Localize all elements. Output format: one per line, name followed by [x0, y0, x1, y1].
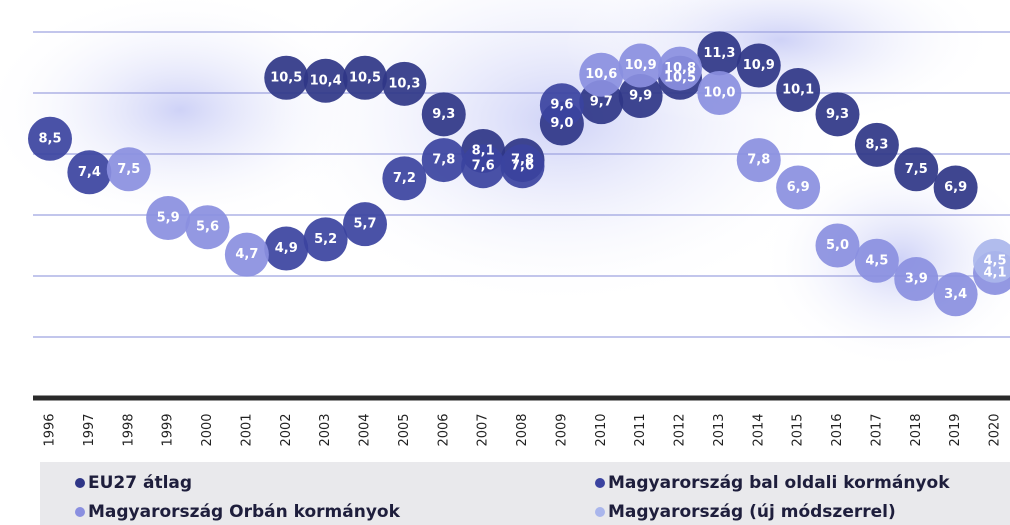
x-tick-label: 2007: [476, 413, 491, 446]
x-tick-label: 2009: [554, 413, 569, 446]
x-tick-label: 2008: [515, 413, 530, 446]
x-tick-label: 2003: [318, 413, 333, 446]
value-label: 11,3: [703, 46, 735, 61]
value-label: 10,5: [349, 70, 381, 85]
background-decor: [0, 0, 1010, 370]
x-tick-label: 2014: [751, 413, 766, 446]
value-label: 10,3: [388, 76, 420, 91]
value-label: 10,6: [585, 67, 617, 82]
x-tick-label: 2018: [909, 413, 924, 446]
x-tick-label: 1997: [82, 413, 97, 446]
value-label: 7,8: [432, 153, 455, 168]
value-label: 10,5: [270, 70, 302, 85]
x-tick-label: 2017: [869, 413, 884, 446]
value-label: 3,9: [905, 272, 928, 287]
value-label: 7,2: [393, 171, 416, 186]
value-label: 10,9: [625, 58, 657, 73]
x-tick-label: 2012: [673, 413, 688, 446]
value-label: 7,5: [117, 162, 140, 177]
value-label: 3,4: [944, 287, 967, 302]
legend-label: Magyarország (új módszerrel): [608, 502, 896, 522]
value-label: 6,9: [944, 180, 967, 195]
value-label: 10,1: [782, 82, 814, 97]
x-tick-label: 1999: [161, 413, 176, 446]
x-tick-label: 2005: [397, 413, 412, 446]
x-tick-label: 2016: [830, 413, 845, 446]
x-tick-label: 2004: [358, 413, 373, 446]
value-label: 9,3: [432, 107, 455, 122]
x-tick-label: 2010: [594, 413, 609, 446]
value-label: 4,5: [865, 253, 888, 268]
legend-marker: [595, 507, 605, 517]
value-label: 5,9: [157, 211, 180, 226]
value-label: 9,0: [550, 116, 573, 131]
value-label: 10,9: [743, 58, 775, 73]
legend-label: EU27 átlag: [88, 473, 192, 493]
value-label: 7,5: [905, 162, 928, 177]
value-label: 7,6: [472, 159, 495, 174]
x-tick-label: 2006: [436, 413, 451, 446]
value-label: 5,2: [314, 232, 337, 247]
value-label: 5,6: [196, 220, 219, 235]
x-tick-label: 2011: [633, 413, 648, 446]
value-label: 8,1: [472, 143, 495, 158]
value-label: 4,7: [235, 247, 258, 262]
value-label: 9,7: [590, 95, 613, 110]
value-label: 10,0: [703, 86, 735, 101]
value-label: 9,6: [550, 98, 573, 113]
value-label: 4,9: [275, 241, 298, 256]
x-tick-label: 2019: [948, 413, 963, 446]
value-label: 10,4: [310, 73, 342, 88]
x-tick-label: 2013: [712, 413, 727, 446]
legend-label: Magyarország bal oldali kormányok: [608, 473, 950, 493]
x-tick-label: 1996: [43, 413, 58, 446]
legend-marker: [595, 478, 605, 488]
value-label: 9,3: [826, 107, 849, 122]
legend-marker: [75, 478, 85, 488]
value-label: 5,7: [353, 217, 376, 232]
value-label: 9,9: [629, 89, 652, 104]
value-label: 8,5: [38, 131, 61, 146]
value-label: 4,5: [983, 253, 1006, 268]
x-tick-label: 2000: [200, 413, 215, 446]
value-label: 7,8: [747, 153, 770, 168]
value-label: 8,3: [865, 137, 888, 152]
value-label: 7,6: [511, 159, 534, 174]
legend-label: Magyarország Orbán kormányok: [88, 502, 401, 522]
value-label: 5,0: [826, 238, 849, 253]
value-label: 7,4: [78, 165, 101, 180]
x-tick-label: 2020: [988, 413, 1003, 446]
value-label: 10,8: [664, 61, 696, 76]
x-tick-label: 1998: [121, 413, 136, 446]
x-tick-label: 2001: [239, 413, 254, 446]
legend-marker: [75, 507, 85, 517]
chart: 1996 1997 1998 1999 2000 2001 2002 2003 2004 2005…: [0, 0, 1010, 525]
x-tick-label: 2002: [279, 413, 294, 446]
x-tick-label: 2015: [791, 413, 806, 446]
value-label: 6,9: [787, 180, 810, 195]
